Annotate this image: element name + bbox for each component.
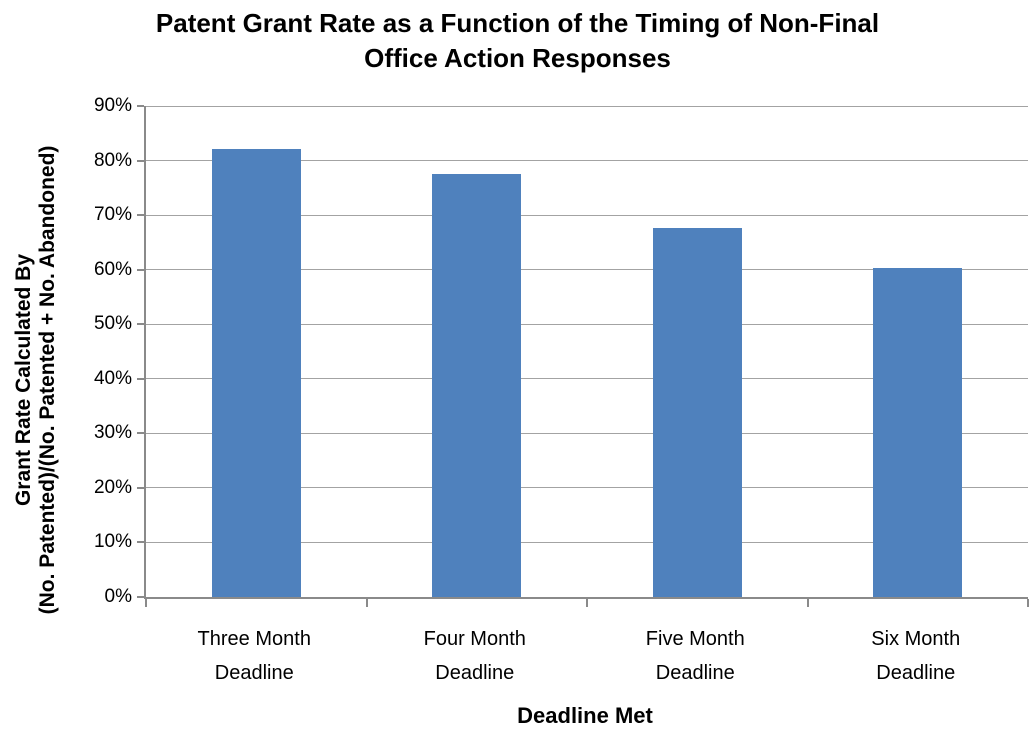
y-tick-label-60%: 60% — [93, 258, 132, 280]
x-tick-mark-2 — [586, 599, 588, 607]
gridline-30% — [146, 432, 1028, 434]
x-axis-title: Deadline Met — [517, 703, 653, 728]
gridline-20% — [146, 487, 1028, 489]
y-tick-mark-60% — [137, 268, 144, 271]
y-tick-label-0%: 0% — [104, 586, 132, 607]
plot-area — [137, 105, 1029, 607]
x-tick-mark-3 — [806, 599, 809, 607]
bar-six-month-deadline — [873, 268, 963, 597]
x-tick-mark-1 — [365, 599, 368, 607]
gridline-10% — [146, 541, 1028, 543]
chart-title-line-2: Office Action Responses — [364, 43, 671, 73]
x-category-label-five-month-deadline: Five Month Deadline — [645, 628, 745, 684]
x-category-label-four-month-deadline: Four Month Deadline — [423, 628, 526, 684]
y-tick-label-10%: 10% — [93, 531, 132, 553]
y-tick-label-80%: 80% — [93, 149, 132, 171]
gridline-40% — [146, 378, 1028, 380]
y-tick-mark-30% — [137, 432, 144, 435]
y-tick-label-90%: 90% — [93, 95, 132, 116]
x-tick-mark-4 — [1027, 599, 1029, 607]
chart-title-line-1: Patent Grant Rate as a Function of the T… — [155, 8, 880, 38]
y-tick-mark-80% — [137, 159, 144, 162]
y-tick-mark-70% — [137, 214, 144, 217]
y-tick-label-20%: 20% — [93, 476, 132, 498]
y-tick-label-40%: 40% — [93, 367, 132, 389]
x-category-label-three-month-deadline: Three Month Deadline — [197, 628, 311, 684]
y-tick-label-70%: 70% — [93, 204, 132, 226]
bar-three-month-deadline — [211, 148, 301, 597]
gridline-90% — [146, 105, 1028, 107]
chart-title: Patent Grant Rate as a Function of the T… — [0, 6, 1035, 76]
gridline-70% — [146, 214, 1028, 216]
gridline-60% — [146, 269, 1028, 271]
bar-five-month-deadline — [652, 227, 742, 597]
y-tick-label-30%: 30% — [93, 422, 132, 444]
x-category-label-six-month-deadline: Six Month Deadline — [871, 628, 961, 684]
y-tick-label-50%: 50% — [93, 313, 132, 335]
gridline-50% — [146, 323, 1028, 325]
y-tick-mark-0% — [137, 596, 144, 598]
y-tick-mark-20% — [137, 486, 144, 489]
x-tick-mark-0 — [145, 599, 147, 607]
y-tick-mark-40% — [137, 377, 144, 380]
y-tick-mark-50% — [137, 323, 144, 326]
y-tick-mark-90% — [137, 105, 144, 107]
y-tick-mark-10% — [137, 541, 144, 544]
bar-four-month-deadline — [432, 173, 522, 597]
gridline-80% — [146, 160, 1028, 162]
